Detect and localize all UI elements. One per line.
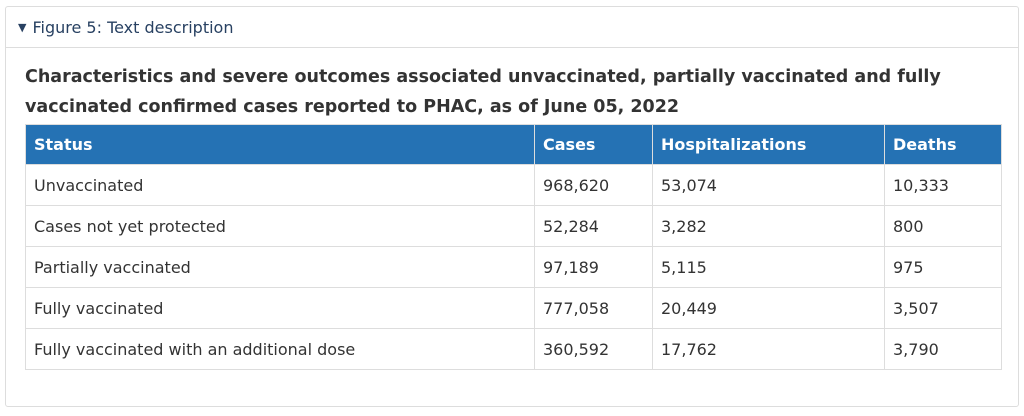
cell-deaths: 10,333 (884, 164, 1002, 206)
table-row: Fully vaccinated 777,058 20,449 3,507 (25, 287, 1002, 329)
cell-deaths: 975 (884, 246, 1002, 288)
header-cases: Cases (534, 124, 653, 165)
cell-hospitalizations: 17,762 (652, 328, 885, 370)
data-table: Status Cases Hospitalizations Deaths Unv… (25, 124, 1002, 370)
header-deaths: Deaths (884, 124, 1002, 165)
header-hospitalizations: Hospitalizations (652, 124, 885, 165)
table-row: Cases not yet protected 52,284 3,282 800 (25, 205, 1002, 247)
cell-deaths: 800 (884, 205, 1002, 247)
figure-details-panel: ▼ Figure 5: Text description Characteris… (5, 6, 1019, 407)
table-header-row: Status Cases Hospitalizations Deaths (25, 124, 1002, 165)
cell-status: Fully vaccinated with an additional dose (25, 328, 535, 370)
caret-down-icon: ▼ (18, 20, 27, 34)
cell-hospitalizations: 20,449 (652, 287, 885, 329)
cell-cases: 52,284 (534, 205, 653, 247)
cell-hospitalizations: 5,115 (652, 246, 885, 288)
cell-hospitalizations: 3,282 (652, 205, 885, 247)
details-content: Characteristics and severe outcomes asso… (6, 48, 1018, 370)
cell-status: Partially vaccinated (25, 246, 535, 288)
cell-status: Cases not yet protected (25, 205, 535, 247)
cell-status: Fully vaccinated (25, 287, 535, 329)
table-row: Fully vaccinated with an additional dose… (25, 328, 1002, 370)
cell-deaths: 3,790 (884, 328, 1002, 370)
cell-status: Unvaccinated (25, 164, 535, 206)
cell-cases: 968,620 (534, 164, 653, 206)
header-status: Status (25, 124, 535, 165)
cell-cases: 777,058 (534, 287, 653, 329)
cell-cases: 97,189 (534, 246, 653, 288)
cell-hospitalizations: 53,074 (652, 164, 885, 206)
cell-deaths: 3,507 (884, 287, 1002, 329)
table-row: Partially vaccinated 97,189 5,115 975 (25, 246, 1002, 288)
table-row: Unvaccinated 968,620 53,074 10,333 (25, 164, 1002, 206)
figure-details-toggle[interactable]: ▼ Figure 5: Text description (6, 7, 1018, 48)
details-summary-label: Figure 5: Text description (32, 17, 234, 37)
cell-cases: 360,592 (534, 328, 653, 370)
table-caption: Characteristics and severe outcomes asso… (25, 67, 941, 117)
